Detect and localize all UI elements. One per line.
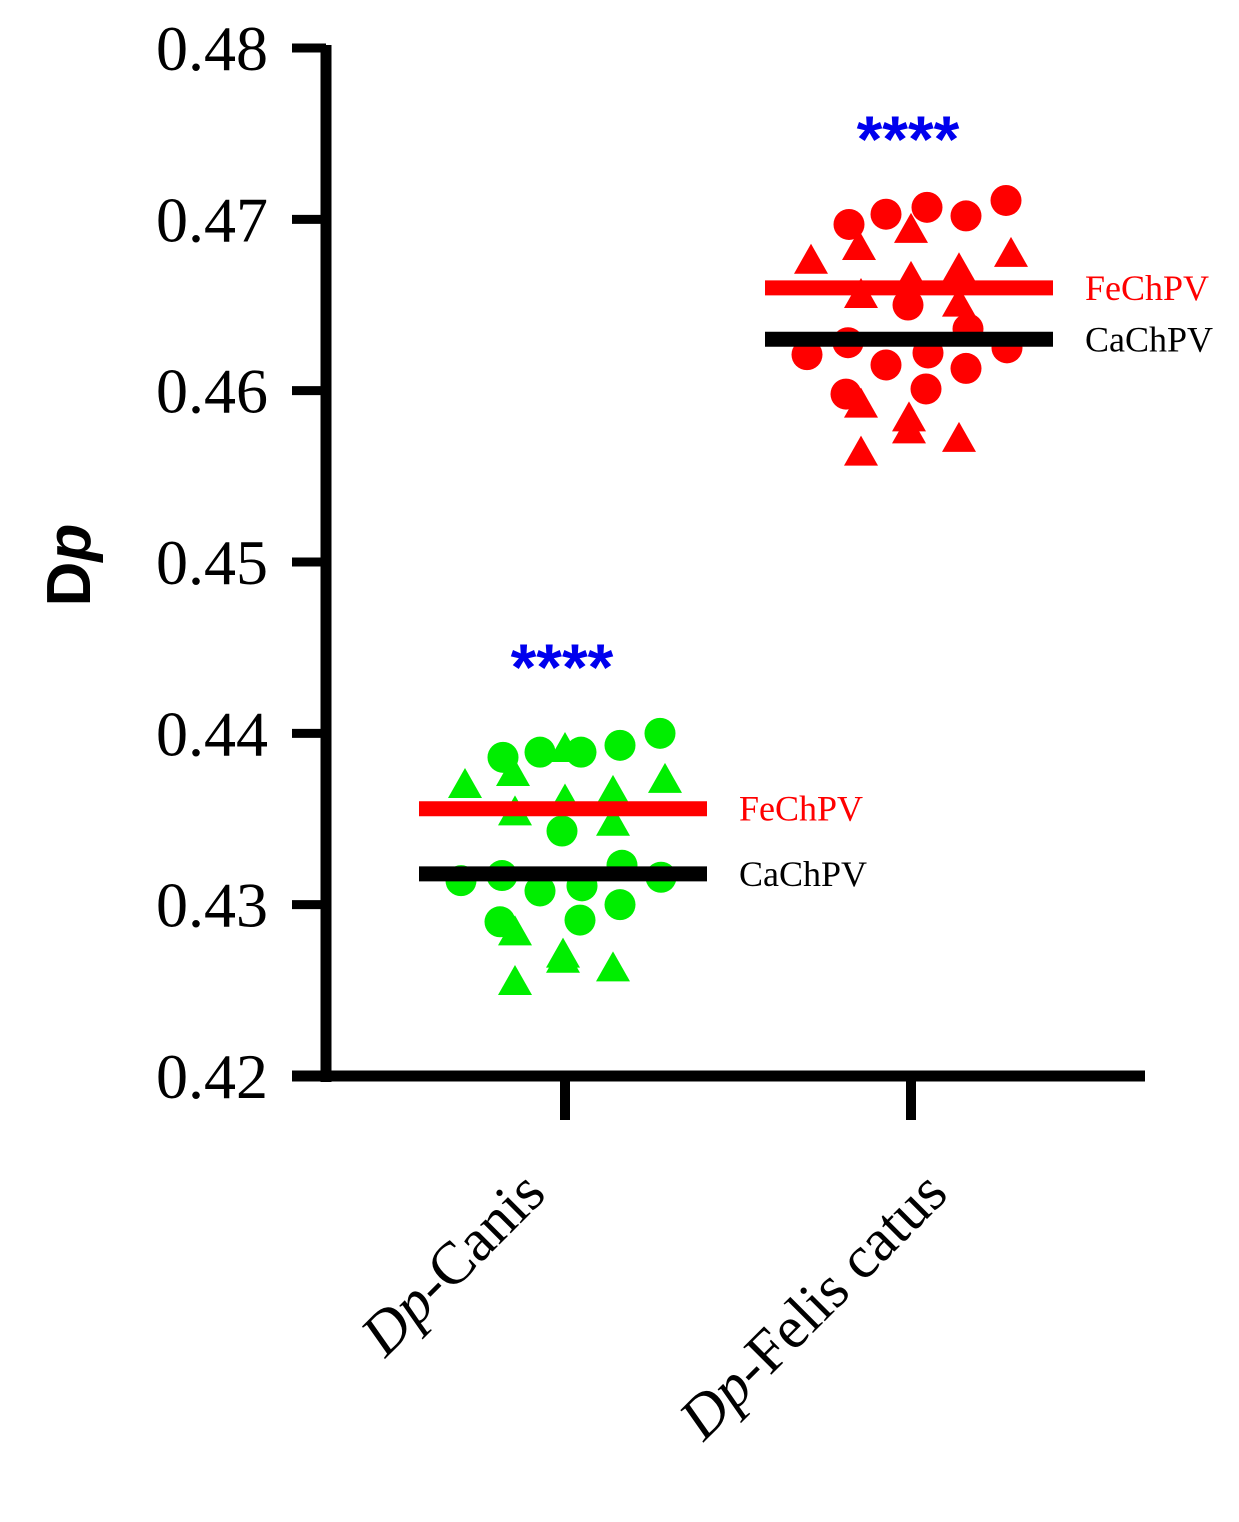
triangle-point	[596, 805, 630, 836]
circle-point	[950, 200, 982, 232]
circle-point	[910, 373, 942, 405]
x-category-label: Dp-Felis catus	[666, 1159, 960, 1453]
triangle-point	[546, 942, 580, 973]
circle-point	[524, 875, 556, 907]
y-tick-label: 0.47	[156, 184, 268, 255]
mean-line-label: CaChPV	[1085, 319, 1213, 359]
circle-point	[950, 352, 982, 384]
circle-point	[892, 289, 924, 321]
triangle-point	[498, 915, 532, 946]
x-categories: Dp-Canis Dp-Felis catus	[347, 1159, 959, 1453]
triangle-point	[596, 951, 630, 982]
x-category-label: Dp-Canis	[347, 1159, 557, 1369]
triangle-point	[942, 252, 976, 283]
y-ticks: 0.42 0.43 0.44 0.45 0.46 0.47 0.48	[156, 13, 326, 1112]
triangle-point	[844, 387, 878, 418]
circle-point	[990, 184, 1022, 216]
y-axis-label: Dp	[35, 524, 104, 607]
triangle-point	[942, 286, 976, 317]
mean-line-label: CaChPV	[739, 854, 867, 894]
significance-marker: ****	[511, 630, 614, 704]
triangle-point	[892, 413, 926, 444]
triangle-point	[842, 230, 876, 261]
y-axis-label-group: Dp	[35, 524, 104, 607]
triangle-point	[548, 732, 582, 763]
triangle-point	[894, 212, 928, 243]
y-axis-label-italic: p	[35, 524, 104, 564]
triangle-point	[596, 774, 630, 805]
significance-marker: ****	[857, 102, 960, 176]
reference-lines: FeChPV CaChPV FeChPV CaChPV	[419, 268, 1213, 894]
triangle-point	[844, 435, 878, 466]
triangle-point	[648, 762, 682, 793]
circle-point	[604, 729, 636, 761]
circle-point	[911, 191, 943, 223]
mean-line-label: FeChPV	[1085, 268, 1209, 308]
triangle-point	[942, 421, 976, 452]
circle-point	[564, 904, 596, 936]
mean-line-label: FeChPV	[739, 789, 863, 829]
y-tick-label: 0.46	[156, 356, 268, 427]
significance-markers: **** ****	[511, 102, 960, 704]
y-tick-label: 0.48	[156, 13, 268, 84]
triangle-point	[496, 756, 530, 787]
triangle-point	[448, 768, 482, 799]
y-tick-label: 0.43	[156, 870, 268, 941]
y-tick-label: 0.44	[156, 698, 268, 769]
y-axis-label-main: D	[35, 562, 104, 607]
circle-point	[870, 198, 902, 230]
x-category-label-rest: -Canis	[400, 1159, 557, 1316]
circle-point	[833, 208, 865, 240]
triangle-point	[498, 965, 532, 996]
circle-point	[604, 889, 636, 921]
circle-point	[644, 717, 676, 749]
y-tick-label: 0.45	[156, 527, 268, 598]
y-tick-label: 0.42	[156, 1041, 268, 1112]
triangle-point	[794, 243, 828, 274]
x-category-label-rest: -Felis catus	[718, 1159, 959, 1400]
circle-point	[546, 815, 578, 847]
circle-point	[791, 339, 823, 371]
circle-point	[870, 349, 902, 381]
circle-point	[524, 736, 556, 768]
triangle-point	[994, 236, 1028, 267]
